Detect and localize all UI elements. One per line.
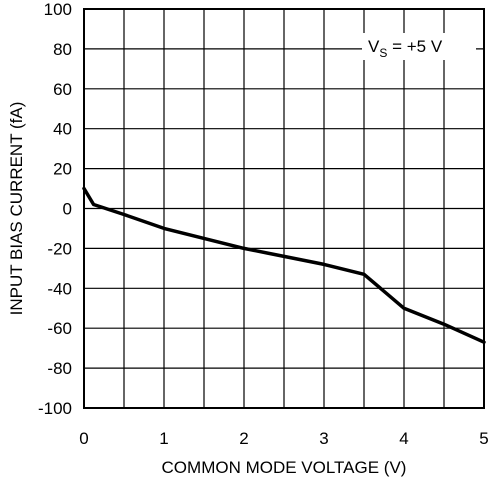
annotation-background xyxy=(362,33,476,60)
annotation-subscript: S xyxy=(379,46,387,60)
plot-frame xyxy=(83,8,485,409)
y-axis-label: INPUT BIAS CURRENT (fA) xyxy=(7,102,26,316)
supply-voltage-annotation: VS = +5 V xyxy=(368,37,443,60)
y-tick-label: 100 xyxy=(44,0,72,19)
y-tick-label: -40 xyxy=(47,279,72,298)
annotation-value: = +5 V xyxy=(387,37,442,56)
y-tick-label: 0 xyxy=(63,200,72,219)
series-layer xyxy=(82,186,486,344)
y-tick-label: -80 xyxy=(47,359,72,378)
y-tick-label: 40 xyxy=(53,120,72,139)
annotation-v: V xyxy=(368,37,380,56)
x-tick-labels: 0 1 2 3 4 5 xyxy=(79,429,488,448)
x-axis-label: COMMON MODE VOLTAGE (V) xyxy=(162,458,407,477)
x-tick-label: 4 xyxy=(399,429,408,448)
y-tick-label: -60 xyxy=(47,319,72,338)
series-line xyxy=(82,186,486,344)
x-tick-label: 2 xyxy=(239,429,248,448)
x-tick-label: 5 xyxy=(479,429,488,448)
y-tick-label: 80 xyxy=(53,40,72,59)
x-tick-label: 0 xyxy=(79,429,88,448)
x-tick-label: 1 xyxy=(159,429,168,448)
x-tick-label: 3 xyxy=(319,429,328,448)
y-tick-label: -100 xyxy=(38,399,72,418)
y-tick-label: 20 xyxy=(53,160,72,179)
y-tick-label: 60 xyxy=(53,80,72,99)
y-tick-label: -20 xyxy=(47,239,72,258)
grid-lines xyxy=(83,8,485,409)
y-tick-labels: 100 80 60 40 20 0 -20 -40 -60 -80 -100 xyxy=(38,0,72,418)
